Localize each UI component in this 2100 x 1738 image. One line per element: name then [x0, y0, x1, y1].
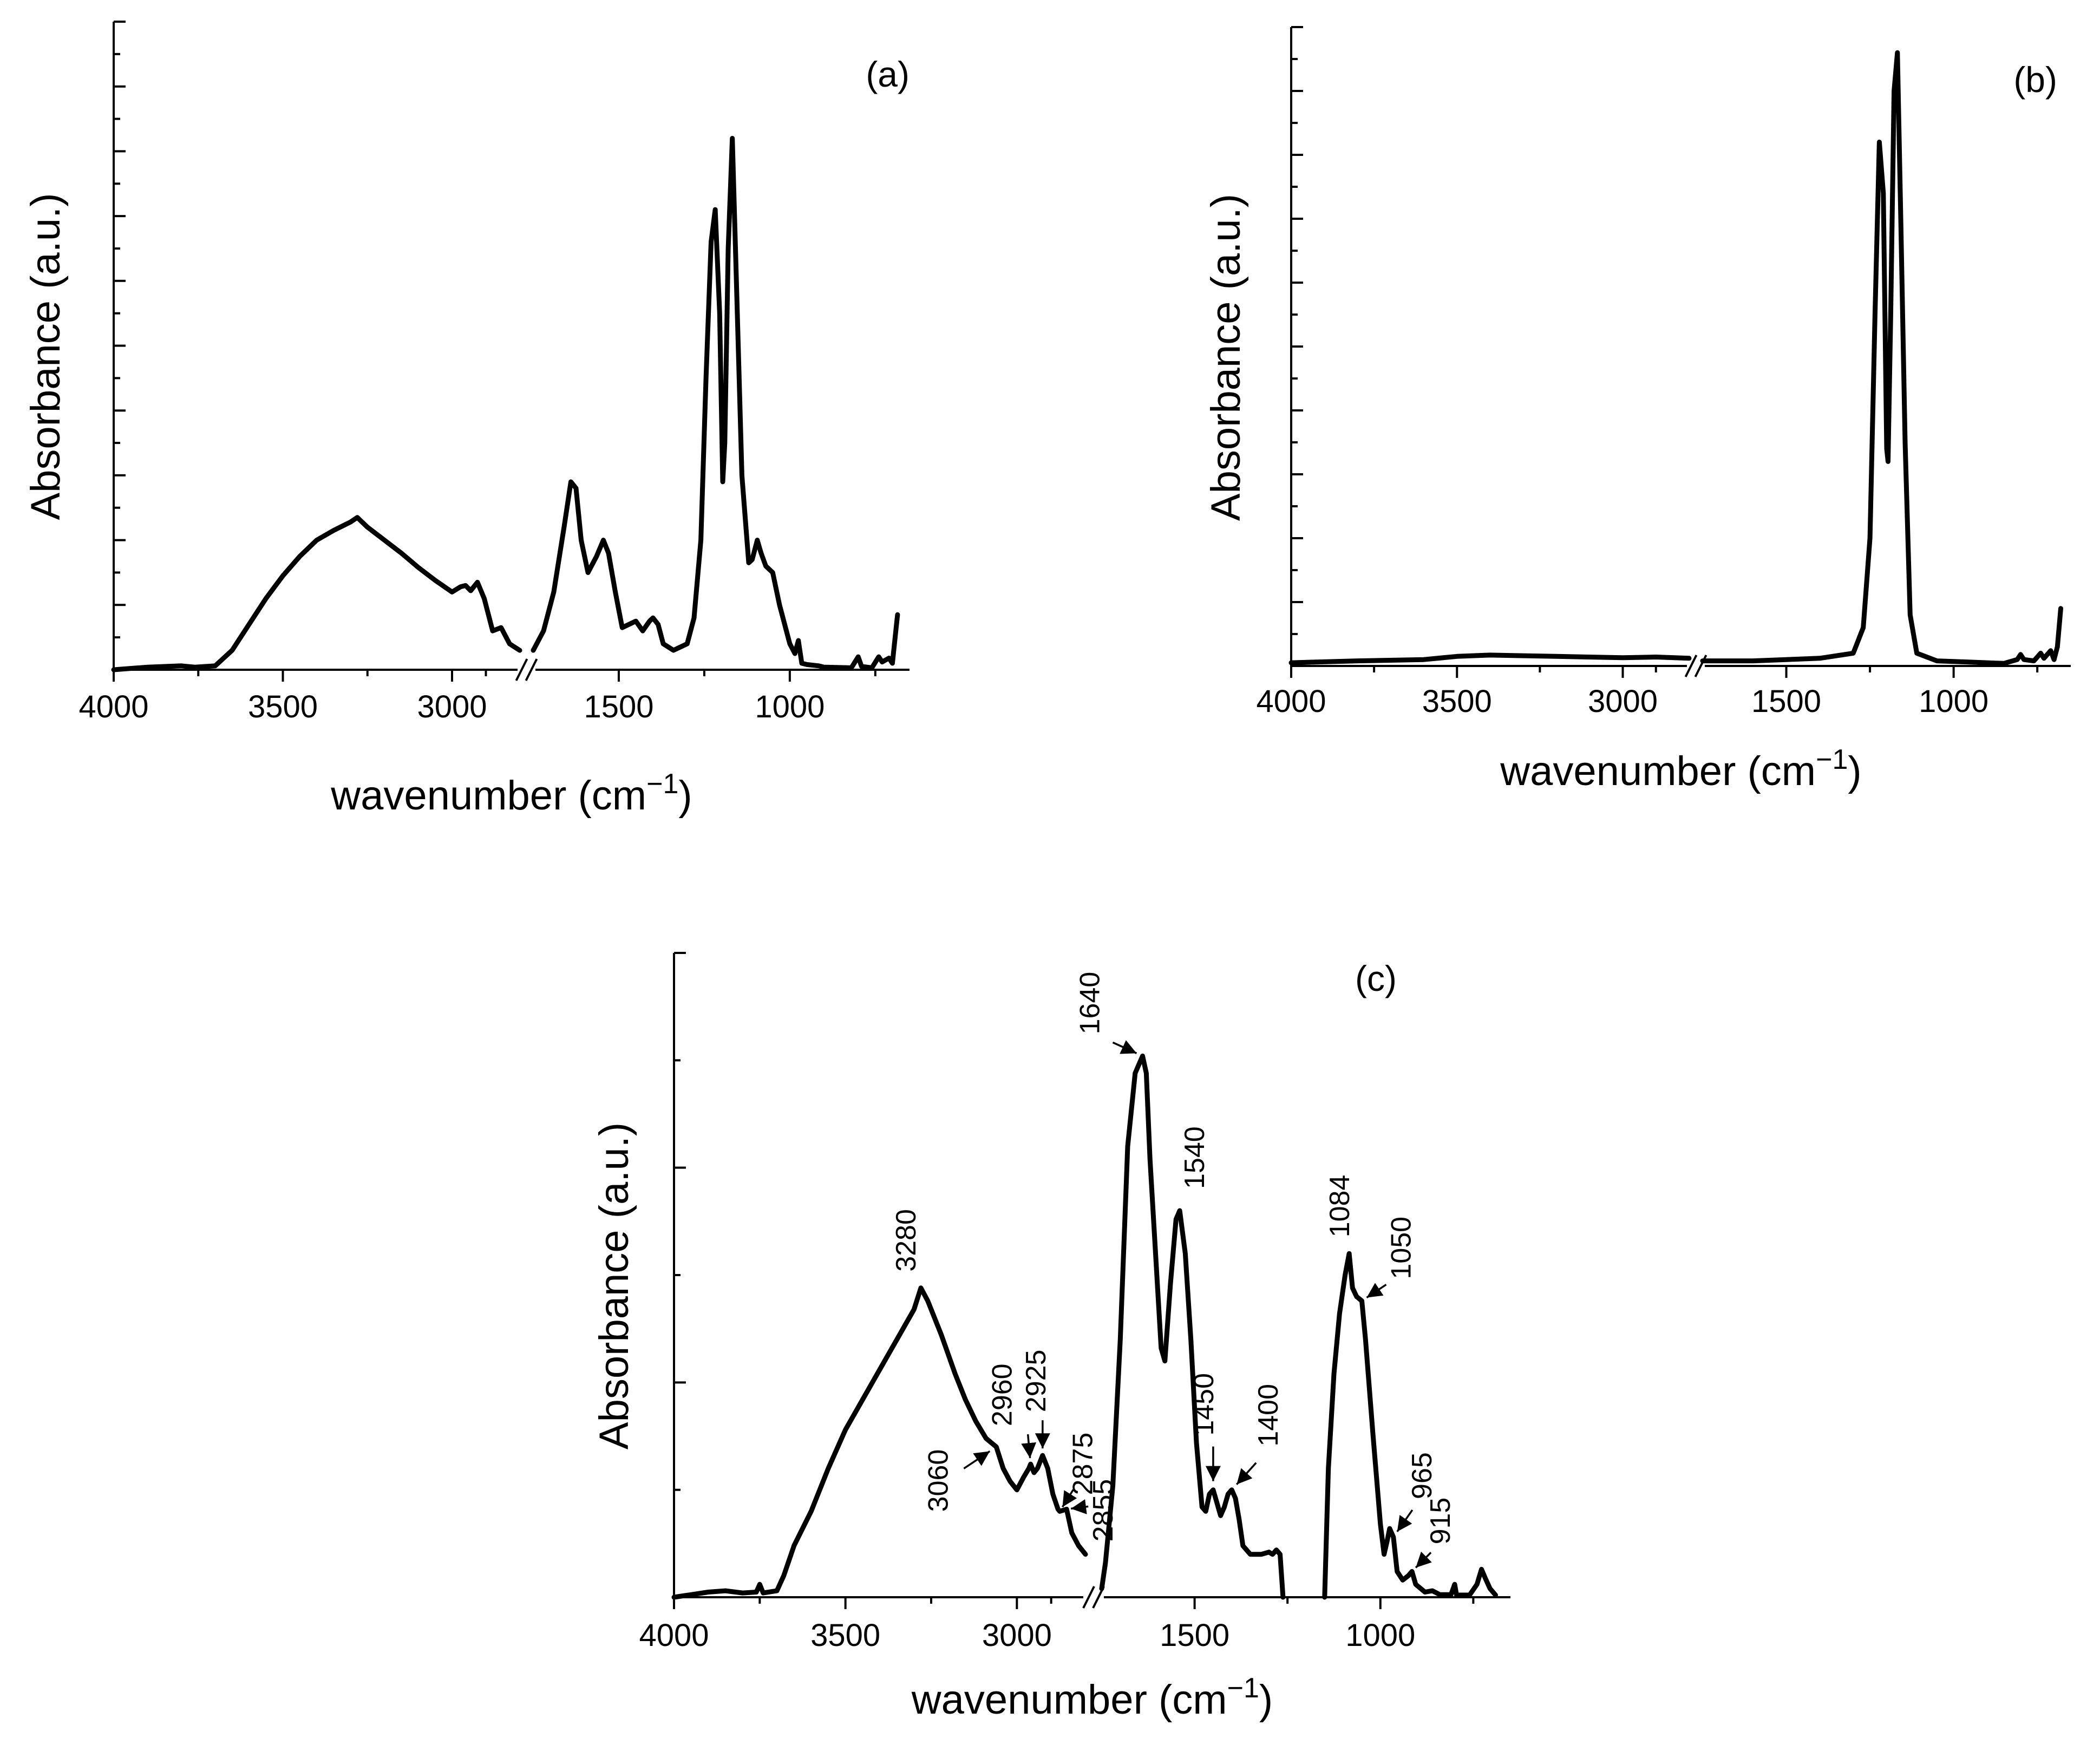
peak-label-915: 915 — [1425, 1498, 1456, 1545]
x-axis-title-main: wavenumber (cm — [1500, 748, 1816, 794]
x-tick-label: 3000 — [982, 1618, 1052, 1653]
x-tick-label: 1500 — [1751, 684, 1821, 719]
peak-arrow-3060 — [963, 1450, 991, 1469]
spectrum-line-2 — [1099, 1053, 1286, 1600]
peak-arrow-1640 — [1112, 1040, 1137, 1054]
y-axis-title: Absorbance (a.u.) — [591, 1122, 637, 1449]
panel-b: 4000 3500 3000 1500 1000 (b) Absorbance (a.u.)… — [1203, 26, 2071, 794]
peak-arrow-2855 — [1070, 1499, 1089, 1514]
x-axis-title-sup: −1 — [646, 768, 678, 800]
x-axis-title-close: ) — [1848, 748, 1861, 794]
x-axis-title-main: wavenumber (cm — [911, 1677, 1227, 1723]
x-tick-label: 4000 — [1256, 684, 1326, 719]
panel-label: (a) — [866, 54, 910, 94]
peak-arrow-1050 — [1366, 1283, 1387, 1299]
peak-label-1640: 1640 — [1075, 972, 1106, 1035]
x-axis-title-close: ) — [1259, 1677, 1273, 1723]
y-axis-title: Absorbance (a.u.) — [23, 193, 69, 520]
spectrum-line-3 — [1322, 1251, 1498, 1600]
x-tick-label: 4000 — [639, 1618, 709, 1653]
spectrum-line-1 — [671, 1285, 1088, 1600]
x-axis-title: wavenumber (cm−1) — [330, 768, 692, 819]
x-tick-label: 4000 — [78, 689, 148, 724]
peak-arrow-915 — [1415, 1551, 1432, 1569]
spectrum-line-2 — [531, 136, 900, 670]
peak-arrow-2875 — [1062, 1489, 1077, 1508]
x-axis-title-close: ) — [678, 773, 692, 819]
x-tick-label: 1500 — [1160, 1618, 1229, 1653]
x-tick-label: 3000 — [1588, 684, 1658, 719]
spectrum-line-1 — [1288, 652, 1692, 665]
x-tick-label: 1000 — [1919, 684, 1988, 719]
x-axis-title-sup: −1 — [1816, 744, 1848, 775]
peak-label-1050: 1050 — [1385, 1217, 1417, 1279]
panel-c: 4000 3500 3000 1500 1000 (c) Absorbance (a.u.)… — [591, 952, 1510, 1723]
peak-label-3280: 3280 — [891, 1209, 922, 1272]
axis-break-mark — [525, 658, 538, 681]
axis-break-mark — [515, 658, 528, 681]
peak-label-1540: 1540 — [1179, 1126, 1211, 1189]
x-axis-title: wavenumber (cm−1) — [911, 1672, 1273, 1723]
x-tick-label: 1000 — [755, 689, 825, 724]
x-tick-label: 3000 — [417, 689, 487, 724]
x-axis-title: wavenumber (cm−1) — [1500, 744, 1861, 794]
panel-label: (c) — [1355, 958, 1397, 998]
x-axis-title-sup: −1 — [1227, 1672, 1259, 1704]
peak-label-965: 965 — [1406, 1452, 1438, 1499]
spectrum-line-2 — [1700, 50, 2063, 666]
peak-label-1400: 1400 — [1253, 1384, 1284, 1447]
peak-label-1450: 1450 — [1188, 1373, 1220, 1436]
peak-arrow-965 — [1396, 1509, 1414, 1532]
x-tick-label: 3500 — [810, 1618, 880, 1653]
x-tick-label: 1000 — [1345, 1618, 1415, 1653]
axis-break-mark — [1684, 655, 1698, 677]
axis-break-mark — [1694, 655, 1708, 677]
peak-arrow-1400 — [1235, 1462, 1257, 1485]
peak-arrow-2960 — [1021, 1434, 1037, 1459]
peak-label-2960: 2960 — [987, 1363, 1018, 1426]
axis-break-mark — [1082, 1586, 1095, 1609]
x-axis-title-main: wavenumber (cm — [330, 773, 646, 819]
x-tick-label: 3500 — [248, 689, 318, 724]
peak-label-2925: 2925 — [1020, 1350, 1052, 1413]
x-tick-label: 1500 — [584, 689, 653, 724]
spectrum-line-1 — [111, 515, 522, 672]
peak-label-3060: 3060 — [923, 1449, 954, 1512]
panel-label: (b) — [2013, 60, 2057, 100]
x-tick-label: 3500 — [1422, 684, 1492, 719]
panel-a: 4000 3500 3000 1500 1000 (a) Absorbance (a.u.)… — [23, 21, 910, 819]
y-axis-title: Absorbance (a.u.) — [1203, 194, 1249, 521]
peak-label-1084: 1084 — [1324, 1175, 1356, 1238]
peak-label-2875: 2875 — [1068, 1433, 1099, 1495]
peak-label-2855: 2855 — [1088, 1479, 1119, 1542]
